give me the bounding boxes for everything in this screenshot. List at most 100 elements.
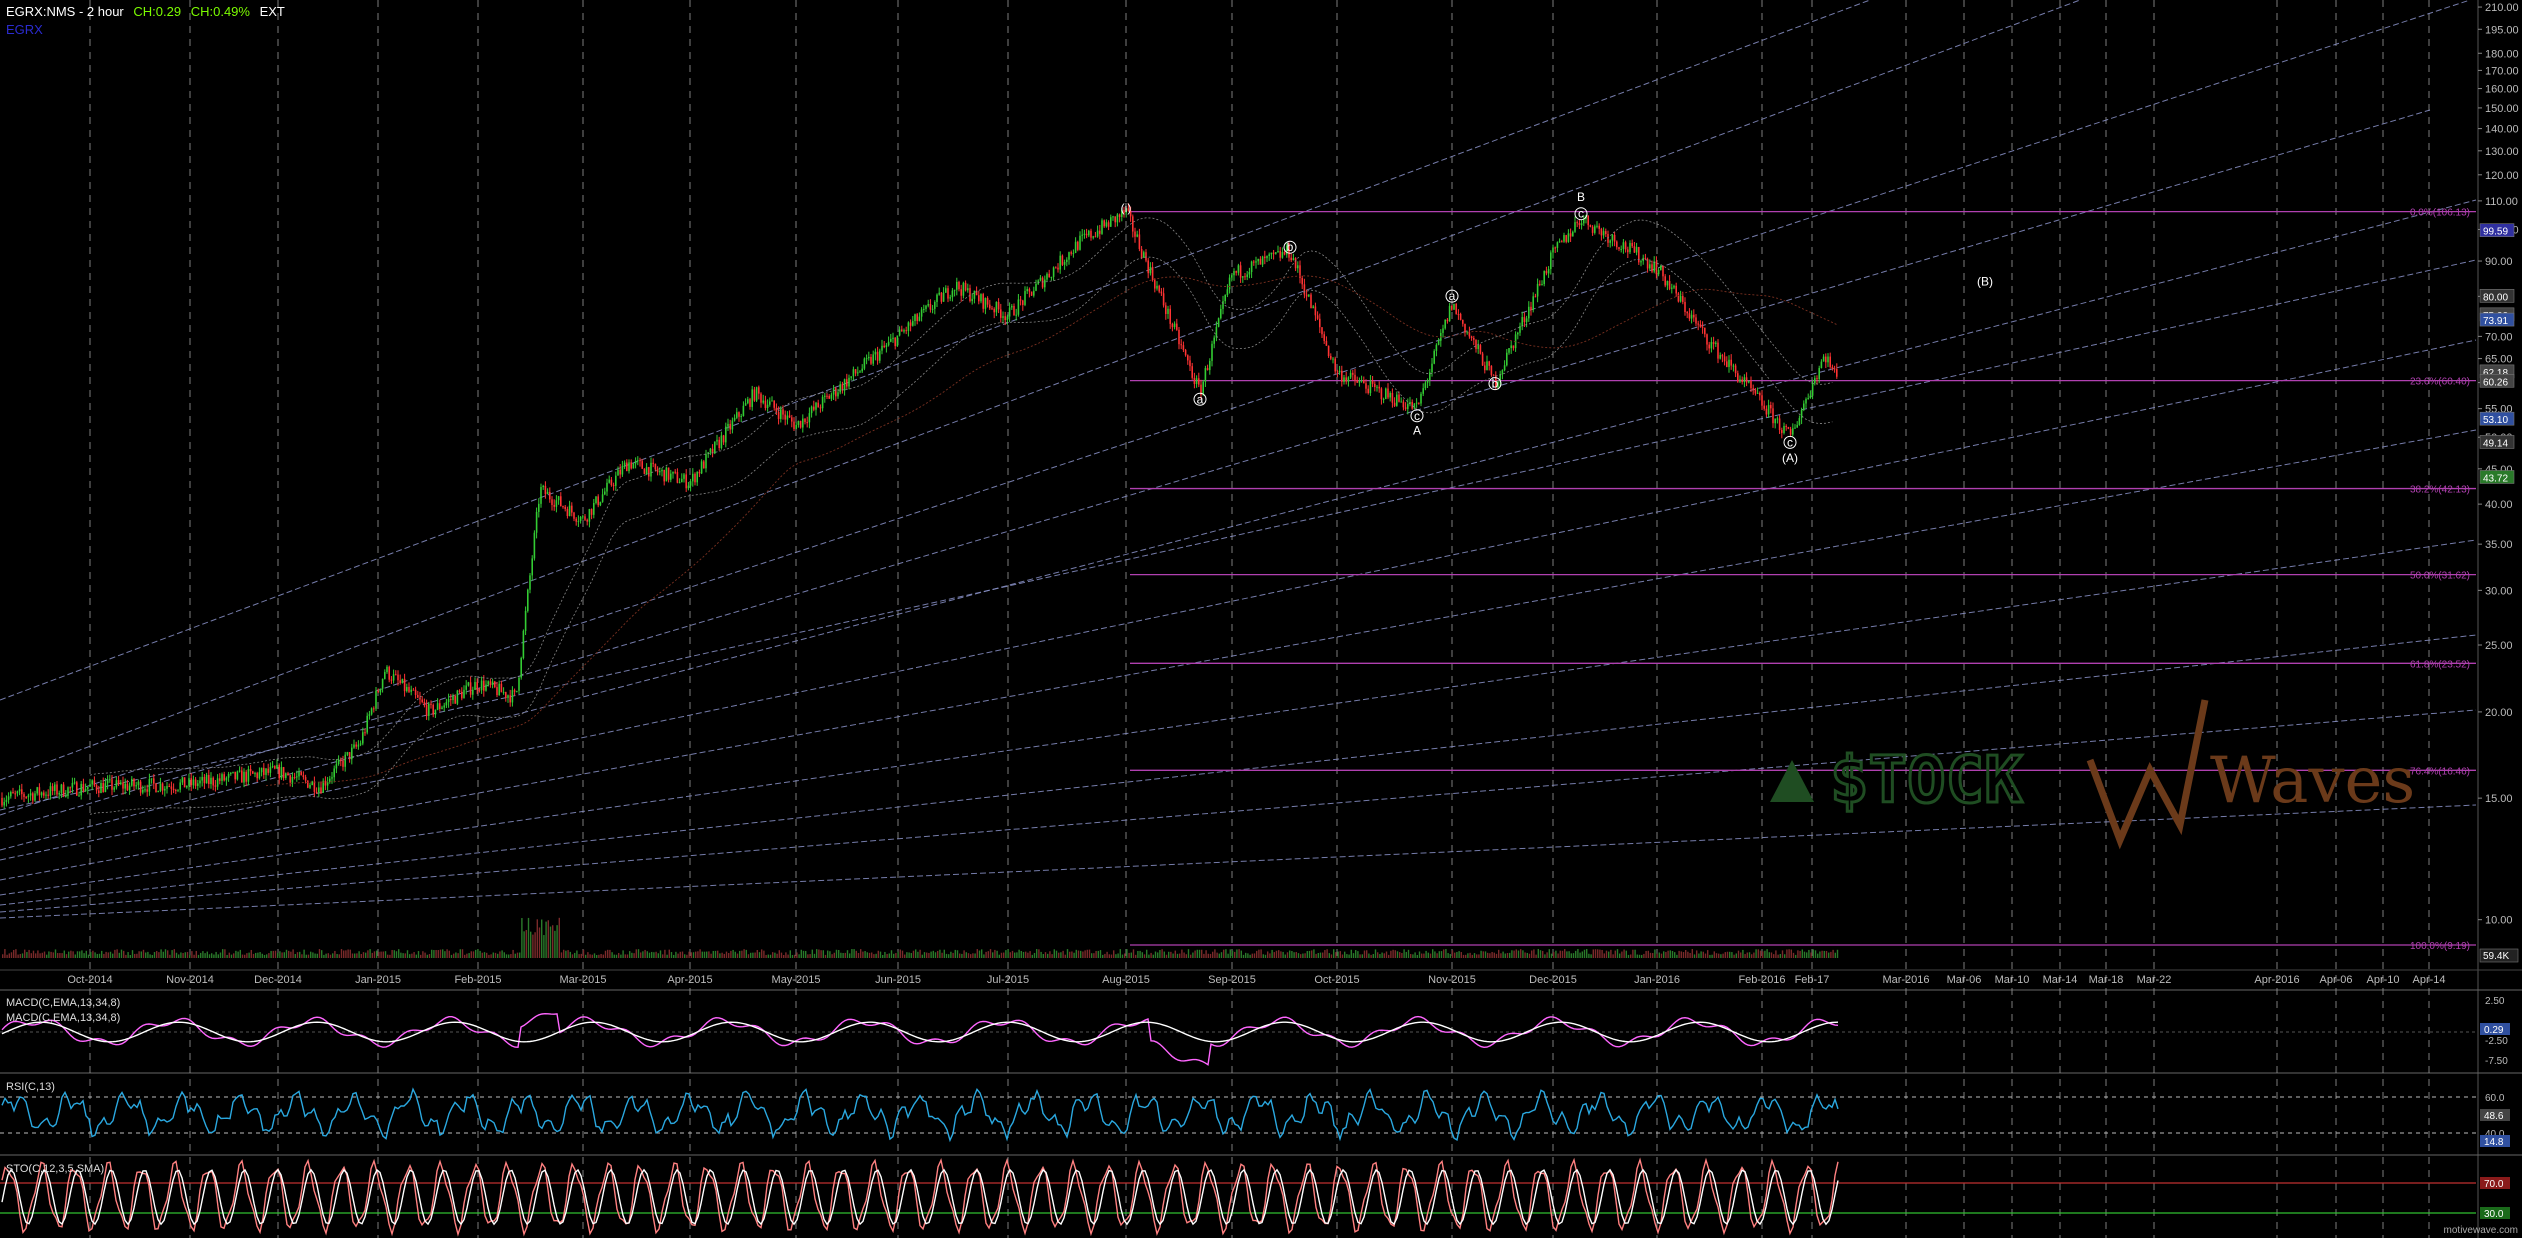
candle-body: [1365, 383, 1367, 389]
candle-body: [298, 772, 300, 777]
wave-label: (B): [1977, 274, 1993, 288]
candle-body: [742, 405, 745, 417]
candle-body: [1629, 242, 1631, 253]
volume-bar: [1656, 953, 1658, 958]
candle-body: [956, 281, 958, 290]
volume-bar: [1526, 952, 1528, 958]
volume-bar: [1229, 949, 1231, 958]
candle-body: [1754, 389, 1757, 394]
volume-bar: [252, 953, 255, 958]
candle-body: [881, 345, 883, 351]
volume-bar: [571, 954, 574, 958]
candle-body: [1473, 337, 1475, 340]
candle-body: [1138, 234, 1141, 249]
volume-bar: [890, 950, 893, 958]
candle-body: [296, 776, 298, 778]
candle-body: [432, 704, 434, 715]
volume-bar: [545, 921, 547, 958]
candle-body: [1796, 424, 1798, 428]
volume-bar: [1304, 953, 1306, 958]
candle-body: [544, 485, 547, 495]
candle-body: [1178, 329, 1180, 345]
volume-bar: [778, 950, 780, 958]
candle-body: [1756, 392, 1759, 394]
candle-body: [485, 684, 487, 691]
wave-label: (i): [1121, 201, 1132, 215]
candle-body: [271, 766, 274, 768]
volume-bar: [1704, 953, 1707, 958]
volume-bar: [530, 931, 532, 958]
volume-bar: [1009, 952, 1011, 958]
rsi-line: [1, 1087, 1839, 1143]
candle-body: [1750, 381, 1752, 389]
candle-body: [1374, 383, 1376, 388]
volume-bar: [1324, 950, 1326, 958]
candle-body: [421, 699, 423, 702]
volume-bar: [217, 954, 219, 958]
candle-body: [1651, 264, 1653, 272]
volume-bar: [332, 953, 334, 958]
volume-bar: [162, 951, 164, 958]
volume-bar: [862, 951, 864, 958]
price-tick-label: 140.00: [2485, 124, 2519, 136]
volume-bar: [950, 951, 952, 958]
volume-bar: [1546, 952, 1548, 958]
time-tick-label: Mar-2015: [559, 974, 606, 986]
candle-body: [1239, 265, 1242, 278]
candle-body: [542, 485, 544, 488]
volume-bar: [615, 954, 618, 958]
candle-body: [1257, 258, 1259, 262]
volume-bar: [1333, 949, 1335, 958]
volume-bar: [1069, 951, 1071, 958]
price-badge: 62.18: [2483, 368, 2508, 379]
candle-body: [599, 501, 602, 506]
volume-bar: [1044, 952, 1047, 958]
volume-bar: [1302, 953, 1304, 958]
candle-body: [1211, 343, 1213, 361]
candle-body: [1191, 366, 1193, 378]
volume-bar: [1130, 952, 1132, 958]
volume-bar: [1751, 954, 1753, 958]
candle-body: [846, 379, 848, 387]
candle-body: [170, 786, 173, 789]
volume-bar: [1262, 954, 1264, 958]
volume-bar: [750, 952, 752, 958]
price-tick-label: 40.00: [2485, 499, 2513, 511]
candle-body: [1343, 377, 1345, 382]
candle-body: [1169, 308, 1171, 324]
volume-bar: [631, 952, 633, 958]
volume-bar: [479, 950, 481, 958]
volume-bar: [391, 949, 393, 958]
candle-body: [1429, 372, 1431, 381]
volume-bar: [976, 949, 978, 958]
volume-bar: [1548, 949, 1550, 958]
volume-bar: [1608, 951, 1610, 958]
volume-bar: [1258, 949, 1260, 958]
candle-body: [1217, 318, 1220, 327]
candle-body: [920, 309, 923, 317]
volume-bar: [1649, 952, 1652, 958]
candle-body: [159, 783, 162, 792]
candle-body: [238, 770, 241, 772]
candle-body: [1539, 283, 1541, 285]
candle-body: [1030, 291, 1033, 296]
volume-bar: [193, 954, 195, 958]
candle-body: [1653, 261, 1655, 272]
time-tick-label: Nov-2014: [166, 974, 214, 986]
volume-bar: [1478, 954, 1480, 958]
volume-bar: [305, 954, 307, 958]
volume-bar: [321, 950, 323, 958]
rsi-panel-label: RSI(C,13): [6, 1081, 55, 1093]
candle-body: [1013, 305, 1015, 316]
candle-body: [1737, 373, 1739, 382]
candle-body: [1671, 287, 1673, 289]
time-tick-label: Sep-2015: [1208, 974, 1256, 986]
candle-body: [1041, 277, 1044, 288]
candle-body: [1270, 252, 1273, 255]
volume-bar: [959, 953, 961, 958]
volume-bar: [50, 951, 52, 958]
candle-body: [953, 289, 956, 291]
candle-body: [1371, 380, 1374, 384]
candle-body: [337, 759, 340, 765]
volume-bar: [1680, 951, 1682, 958]
